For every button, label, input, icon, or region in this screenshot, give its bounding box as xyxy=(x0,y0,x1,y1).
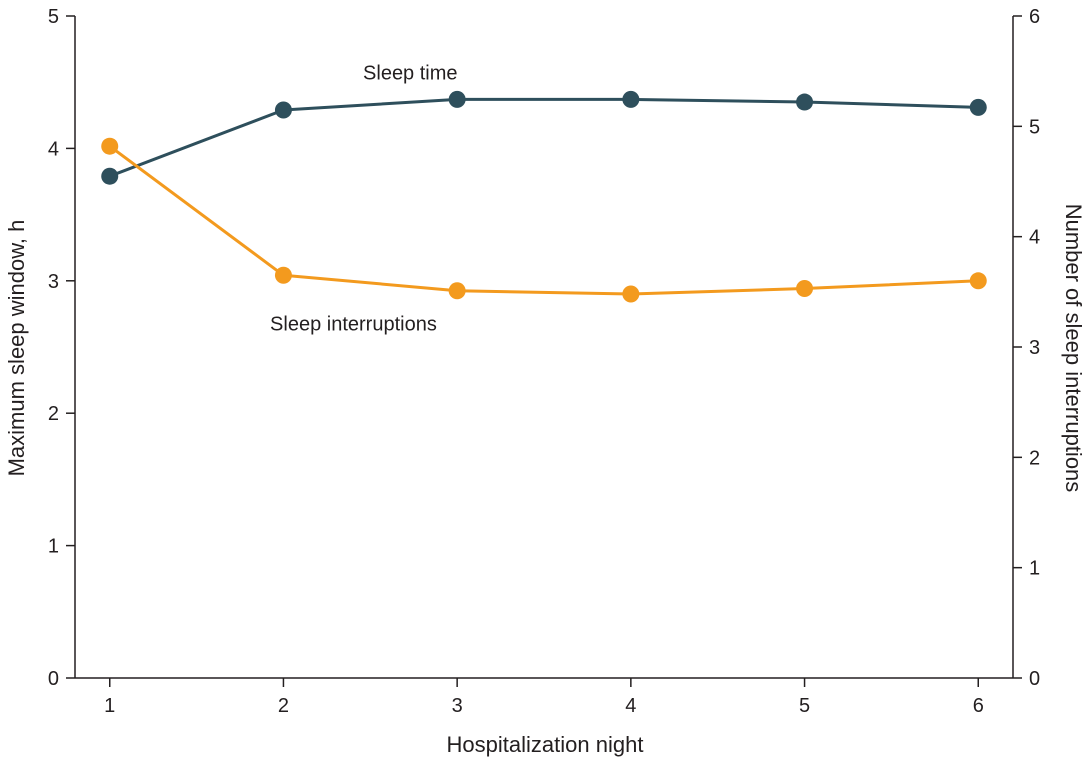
sleep-time-label: Sleep time xyxy=(363,62,458,84)
y2-tick-label: 4 xyxy=(1029,227,1040,249)
x-tick-label: 2 xyxy=(278,695,289,717)
x-tick-label: 1 xyxy=(104,695,115,717)
y2-axis-title: Number of sleep interruptions xyxy=(1061,204,1086,493)
sleep-interruptions-label: Sleep interruptions xyxy=(270,314,437,336)
y-axis-title: Maximum sleep window, h xyxy=(4,220,29,477)
x-axis-title: Hospitalization night xyxy=(447,732,644,757)
y-tick-label: 2 xyxy=(48,403,59,425)
x-tick-label: 4 xyxy=(625,695,636,717)
sleep-interruptions-point xyxy=(274,266,292,284)
sleep-time-point xyxy=(274,101,292,119)
axes: 0 1 2 3 4 5 0 1 2 3 4 5 6 1 2 3 4 5 6 xyxy=(48,6,1040,717)
y2-tick-label: 6 xyxy=(1029,6,1040,28)
y2-tick-label: 5 xyxy=(1029,116,1040,138)
sleep-interruptions-point xyxy=(622,285,640,303)
y-tick-label: 5 xyxy=(48,6,59,28)
y-tick-label: 0 xyxy=(48,668,59,690)
y2-tick-label: 3 xyxy=(1029,337,1040,359)
sleep-time-line xyxy=(109,97,979,178)
sleep-interruptions-point xyxy=(448,282,466,300)
y-tick-label: 4 xyxy=(48,138,59,160)
sleep-interruptions-point xyxy=(101,137,119,155)
x-tick-label: 6 xyxy=(973,695,984,717)
series-group: Sleep time Sleep interruptions xyxy=(101,62,987,336)
y2-tick-label: 0 xyxy=(1029,668,1040,690)
sleep-time-point xyxy=(622,90,640,108)
sleep-time-point xyxy=(969,98,987,116)
sleep-time-point xyxy=(448,90,466,108)
sleep-time-point xyxy=(101,167,119,185)
sleep-interruptions-point xyxy=(969,272,987,290)
x-tick-label: 5 xyxy=(799,695,810,717)
x-tick-label: 3 xyxy=(452,695,463,717)
sleep-interruptions-point xyxy=(796,280,814,298)
sleep-interruptions-line xyxy=(108,144,979,296)
y2-tick-label: 2 xyxy=(1029,447,1040,469)
y-tick-label: 3 xyxy=(48,271,59,293)
sleep-time-point xyxy=(796,93,814,111)
y-tick-label: 1 xyxy=(48,536,59,558)
y2-tick-label: 1 xyxy=(1029,558,1040,580)
